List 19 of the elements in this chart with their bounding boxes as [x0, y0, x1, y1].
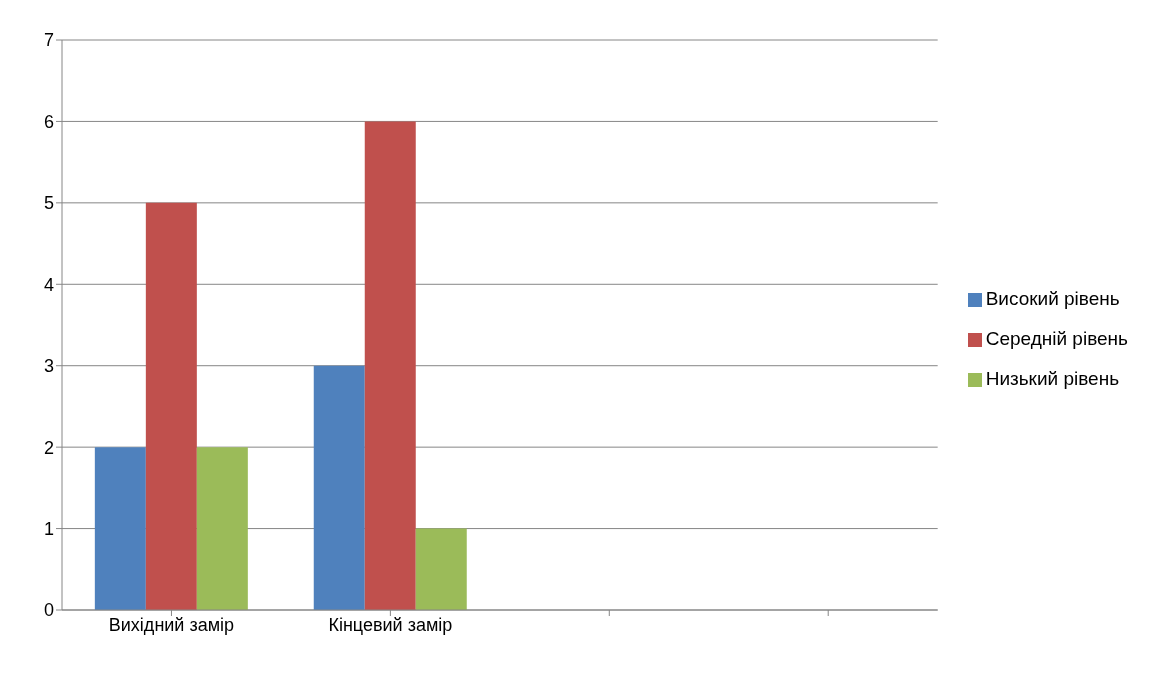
bar	[313, 365, 365, 610]
legend-label: Низький рівень	[985, 368, 1120, 389]
x-tick-label: Вихідний замір	[108, 614, 235, 635]
bar	[196, 447, 248, 610]
x-tick-label: Кінцевий замір	[328, 614, 453, 635]
y-tick-label: 1	[43, 518, 54, 539]
bar	[94, 447, 146, 610]
bar	[145, 202, 197, 610]
bar	[364, 121, 416, 610]
bar	[415, 528, 467, 610]
y-tick-label: 0	[43, 600, 54, 621]
y-tick-label: 4	[43, 274, 54, 295]
y-tick-label: 5	[43, 193, 54, 214]
y-tick-label: 2	[43, 437, 54, 458]
y-tick-label: 6	[43, 111, 54, 132]
y-tick-label: 7	[43, 30, 54, 51]
legend-label: Середній рівень	[985, 328, 1128, 349]
y-tick-label: 3	[43, 356, 54, 377]
legend-label: Високий рівень	[985, 288, 1120, 309]
